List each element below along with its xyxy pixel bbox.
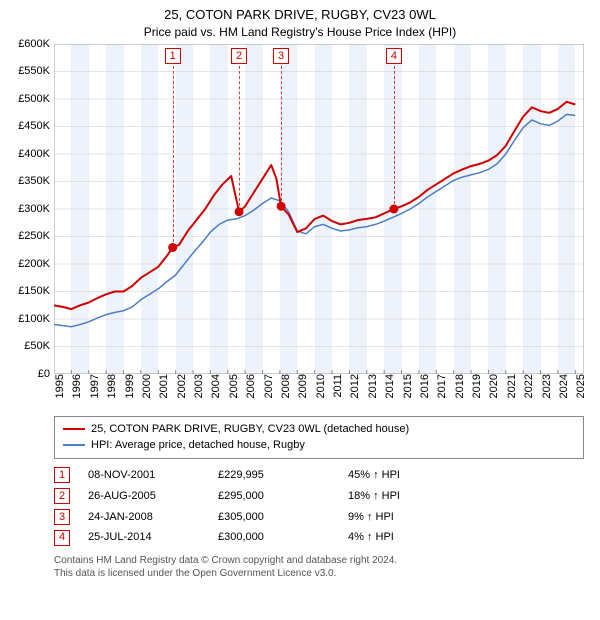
ytick-label: £400K [18,148,50,160]
xtick-label: 2021 [506,374,518,398]
xtick-label: 2013 [367,374,379,398]
xtick-label: 1999 [124,374,136,398]
legend-label: 25, COTON PARK DRIVE, RUGBY, CV23 0WL (d… [91,421,409,438]
xtick-label: 2007 [263,374,275,398]
legend-label: HPI: Average price, detached house, Rugb… [91,437,305,454]
sale-marker: 4 [386,48,402,64]
xtick-label: 2018 [454,374,466,398]
xtick-label: 1995 [54,374,66,398]
sale-row-relative: 9% ↑ HPI [348,507,394,528]
legend-swatch [63,428,85,430]
xtick-label: 2025 [575,374,587,398]
footer-line-2: This data is licensed under the Open Gov… [54,567,584,580]
ytick-label: £250K [18,230,50,242]
sale-row-price: £305,000 [218,507,348,528]
xtick-label: 2001 [158,374,170,398]
xtick-label: 2008 [280,374,292,398]
page-title: 25, COTON PARK DRIVE, RUGBY, CV23 0WL [10,6,590,24]
sale-row-price: £295,000 [218,486,348,507]
xtick-label: 2004 [210,374,222,398]
xtick-label: 2022 [523,374,535,398]
xtick-label: 2014 [384,374,396,398]
xtick-label: 2005 [228,374,240,398]
ytick-label: £50K [24,340,50,352]
xtick-label: 2010 [315,374,327,398]
sale-row-relative: 18% ↑ HPI [348,486,400,507]
sale-row-marker: 2 [54,488,70,504]
legend-item: 25, COTON PARK DRIVE, RUGBY, CV23 0WL (d… [63,421,575,438]
sale-row-date: 08-NOV-2001 [88,465,218,486]
price-chart: £0£50K£100K£150K£200K£250K£300K£350K£400… [54,44,584,374]
xtick-label: 2002 [176,374,188,398]
xtick-label: 1998 [106,374,118,398]
ytick-label: £600K [18,38,50,50]
ytick-label: £100K [18,313,50,325]
ytick-label: £350K [18,175,50,187]
sale-row: 2 26-AUG-2005£295,00018% ↑ HPI [54,486,590,507]
xtick-label: 2009 [297,374,309,398]
legend-swatch [63,444,85,446]
legend: 25, COTON PARK DRIVE, RUGBY, CV23 0WL (d… [54,416,584,459]
xtick-label: 2015 [402,374,414,398]
ytick-label: £150K [18,285,50,297]
xtick-label: 1997 [89,374,101,398]
footer-line-1: Contains HM Land Registry data © Crown c… [54,554,584,567]
xtick-label: 2012 [349,374,361,398]
ytick-label: £550K [18,65,50,77]
legend-item: HPI: Average price, detached house, Rugb… [63,437,575,454]
page-subtitle: Price paid vs. HM Land Registry's House … [10,24,590,40]
sale-row-marker: 4 [54,530,70,546]
sale-row-date: 24-JAN-2008 [88,507,218,528]
ytick-label: £300K [18,203,50,215]
xtick-label: 2006 [245,374,257,398]
footer-text: Contains HM Land Registry data © Crown c… [54,554,584,580]
sale-row-relative: 45% ↑ HPI [348,465,400,486]
sale-row-price: £300,000 [218,527,348,548]
sales-table: 1 08-NOV-2001£229,99545% ↑ HPI 2 26-AUG-200… [10,465,590,549]
sale-row-price: £229,995 [218,465,348,486]
xtick-label: 2023 [541,374,553,398]
ytick-label: £450K [18,120,50,132]
xtick-label: 1996 [71,374,83,398]
ytick-label: £0 [38,368,50,380]
sale-row-relative: 4% ↑ HPI [348,527,394,548]
sale-marker: 1 [165,48,181,64]
sale-row: 3 24-JAN-2008£305,0009% ↑ HPI [54,507,590,528]
sale-row-marker: 3 [54,509,70,525]
xtick-label: 2020 [488,374,500,398]
xtick-label: 2011 [332,374,344,398]
sale-row-date: 26-AUG-2005 [88,486,218,507]
sale-marker: 2 [231,48,247,64]
xtick-label: 2016 [419,374,431,398]
ytick-label: £500K [18,93,50,105]
xtick-label: 2017 [436,374,448,398]
sale-row-date: 25-JUL-2014 [88,527,218,548]
xtick-label: 2003 [193,374,205,398]
xtick-label: 2024 [558,374,570,398]
sale-row: 4 25-JUL-2014£300,0004% ↑ HPI [54,527,590,548]
ytick-label: £200K [18,258,50,270]
xtick-label: 2019 [471,374,483,398]
xtick-label: 2000 [141,374,153,398]
sale-row-marker: 1 [54,467,70,483]
sale-marker: 3 [273,48,289,64]
sale-row: 1 08-NOV-2001£229,99545% ↑ HPI [54,465,590,486]
